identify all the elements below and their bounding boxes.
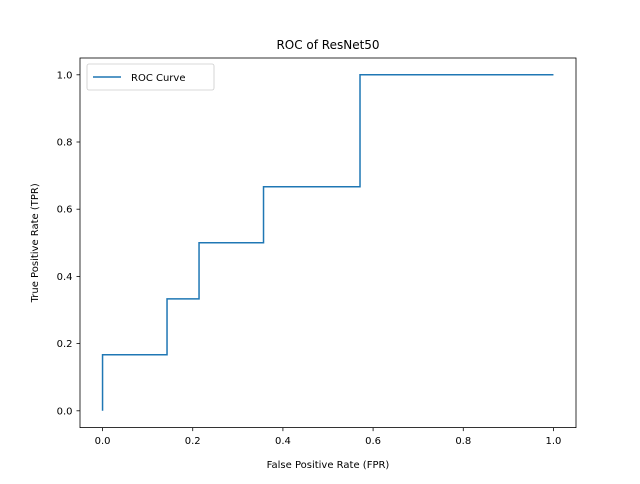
- x-tick-label: 0.6: [365, 436, 381, 447]
- legend-label: ROC Curve: [131, 73, 185, 84]
- legend-box: [86, 63, 215, 91]
- x-tick-label: 0.0: [95, 436, 111, 447]
- x-tick-label: 1.0: [546, 436, 562, 447]
- y-tick-label: 0.4: [57, 272, 73, 283]
- y-axis-label: True Positive Rate (TPR): [30, 183, 41, 303]
- x-tick-label: 0.8: [455, 436, 471, 447]
- chart-title: ROC of ResNet50: [276, 38, 379, 52]
- series-line-0: [101, 74, 554, 411]
- x-axis-label: False Positive Rate (FPR): [267, 460, 390, 471]
- y-tick-label: 1.0: [57, 70, 73, 81]
- x-tick-label: 0.4: [275, 436, 291, 447]
- ticks-layer: 0.0 0.2 0.4 0.6 0.8 1.0 0.0 0.2 0.4 0.6 0.8 1.0: [57, 70, 562, 447]
- legend: ROC Curve: [86, 63, 215, 91]
- y-tick-label: 0.2: [57, 339, 73, 350]
- y-tick-label: 0.6: [57, 205, 73, 216]
- x-tick-label: 0.2: [185, 436, 201, 447]
- y-tick-label: 0.8: [57, 138, 73, 149]
- plot-frame: [79, 57, 577, 429]
- plot-layer: [101, 74, 554, 411]
- y-tick-label: 0.0: [57, 406, 73, 417]
